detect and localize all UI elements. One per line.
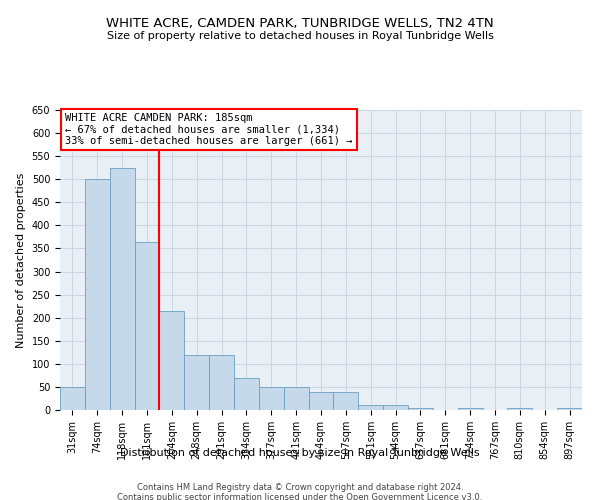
Bar (85, 179, 110, 410)
Text: Distribution of detached houses by size in Royal Tunbridge Wells: Distribution of detached houses by size … (120, 448, 480, 458)
Bar (284, 387, 308, 410)
Bar (508, 408, 532, 410)
Bar (408, 408, 433, 410)
Bar (358, 406, 383, 410)
Bar (557, 408, 582, 410)
Bar (110, 168, 134, 410)
Text: Size of property relative to detached houses in Royal Tunbridge Wells: Size of property relative to detached ho… (107, 31, 493, 41)
Bar (134, 242, 160, 410)
Text: Contains HM Land Registry data © Crown copyright and database right 2024.: Contains HM Land Registry data © Crown c… (137, 482, 463, 492)
Bar (234, 378, 259, 410)
Bar (383, 406, 408, 410)
Bar (458, 408, 482, 410)
Y-axis label: Number of detached properties: Number of detached properties (16, 172, 26, 348)
Bar (60, 387, 85, 410)
Bar (184, 354, 209, 410)
Bar (160, 311, 184, 410)
Text: WHITE ACRE, CAMDEN PARK, TUNBRIDGE WELLS, TN2 4TN: WHITE ACRE, CAMDEN PARK, TUNBRIDGE WELLS… (106, 18, 494, 30)
Bar (259, 387, 284, 410)
Bar (308, 392, 334, 410)
Bar (334, 392, 358, 410)
Text: WHITE ACRE CAMDEN PARK: 185sqm
← 67% of detached houses are smaller (1,334)
33% : WHITE ACRE CAMDEN PARK: 185sqm ← 67% of … (65, 113, 353, 146)
Bar (209, 354, 234, 410)
Text: Contains public sector information licensed under the Open Government Licence v3: Contains public sector information licen… (118, 492, 482, 500)
